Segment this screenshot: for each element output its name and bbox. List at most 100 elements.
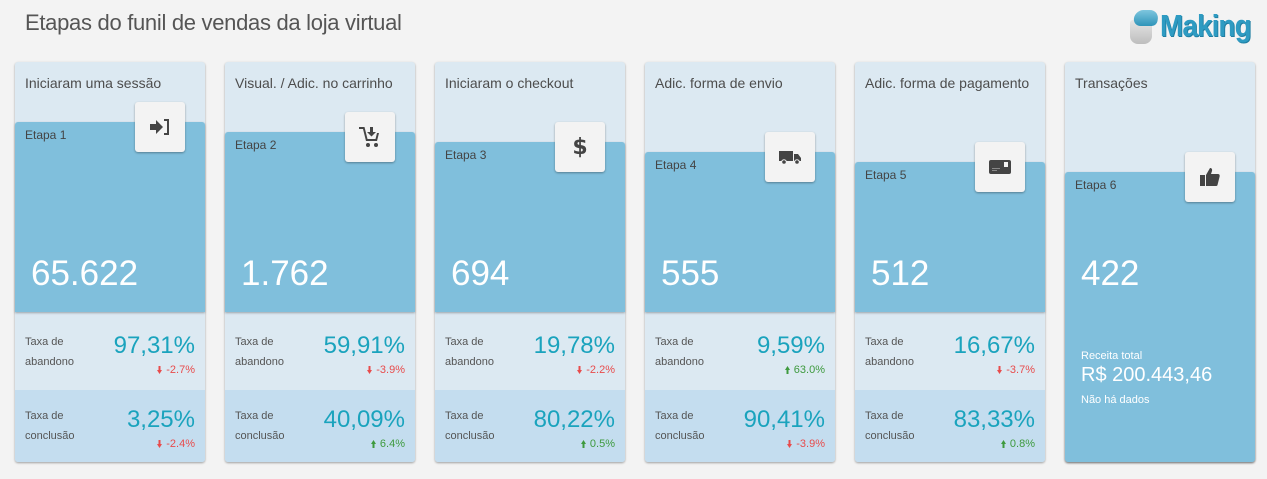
cart-download-icon	[345, 112, 395, 162]
stage-value: 694	[451, 254, 510, 293]
arrow-down-icon	[787, 440, 793, 448]
conclusion-rate-value: 3,25%	[126, 406, 195, 433]
abandon-rate-label: Taxa de abandono	[865, 336, 914, 368]
funnel-card-stage-5: Adic. forma de pagamento Etapa 5 512 Tax…	[855, 62, 1045, 462]
making-logo: Making	[1128, 8, 1261, 44]
abandon-rate-section: Taxa de abandono 19,78% -2.2%	[435, 312, 625, 390]
conclusion-delta-value: -3.9%	[796, 438, 825, 450]
stage-label: Etapa 1	[25, 128, 67, 142]
card-title: Iniciaram uma sessão	[25, 75, 162, 91]
stage-value: 65.622	[31, 254, 139, 293]
page-title: Etapas do funil de vendas da loja virtua…	[25, 10, 402, 35]
card-title: Iniciaram o checkout	[445, 75, 574, 91]
abandon-delta: -2.7%	[157, 364, 195, 376]
conclusion-delta: -3.9%	[787, 438, 825, 450]
conclusion-delta-value: 0.8%	[1009, 438, 1035, 450]
card-title: Visual. / Adic. no carrinho	[235, 75, 393, 91]
abandon-rate-label: Taxa de abandono	[235, 336, 284, 368]
conclusion-rate-label: Taxa de conclusão	[235, 410, 285, 442]
abandon-rate-value: 16,67%	[953, 332, 1035, 359]
abandon-delta-value: -2.7%	[166, 364, 195, 376]
stage-block: Etapa 2 1.762	[225, 132, 415, 312]
funnel-card-stage-3: Iniciaram o checkout Etapa 3 694 $ Taxa …	[435, 62, 625, 462]
abandon-rate-label: Taxa de abandono	[655, 336, 704, 368]
stage-label: Etapa 5	[865, 168, 907, 182]
conclusion-rate-label: Taxa de conclusão	[445, 410, 495, 442]
revenue-label: Receita total	[1081, 350, 1143, 362]
stage-value: 555	[661, 254, 720, 293]
abandon-rate-value: 59,91%	[323, 332, 405, 359]
arrow-down-icon	[157, 366, 163, 374]
abandon-rate-value: 97,31%	[113, 332, 195, 359]
arrow-down-icon	[157, 440, 163, 448]
conclusion-rate-section: Taxa de conclusão 40,09% 6.4%	[225, 390, 415, 462]
conclusion-rate-value: 90,41%	[743, 406, 825, 433]
abandon-delta: -3.7%	[997, 364, 1035, 376]
conclusion-rate-value: 80,22%	[533, 406, 615, 433]
arrow-up-icon	[784, 366, 790, 374]
conclusion-delta: 0.5%	[580, 438, 615, 450]
abandon-rate-label: Taxa de abandono	[445, 336, 494, 368]
stage-label: Etapa 6	[1075, 178, 1117, 192]
logo-icon	[1128, 8, 1160, 44]
conclusion-rate-label: Taxa de conclusão	[25, 410, 75, 442]
funnel-card-stage-1: Iniciaram uma sessão Etapa 1 65.622 Taxa…	[15, 62, 205, 462]
stage-label: Etapa 4	[655, 158, 697, 172]
funnel-card-stage-2: Visual. / Adic. no carrinho Etapa 2 1.76…	[225, 62, 415, 462]
conclusion-rate-label: Taxa de conclusão	[655, 410, 705, 442]
arrow-down-icon	[997, 366, 1003, 374]
conclusion-delta: 6.4%	[370, 438, 405, 450]
abandon-rate-section: Taxa de abandono 97,31% -2.7%	[15, 312, 205, 390]
arrow-up-icon	[580, 440, 586, 448]
stage-value: 512	[871, 254, 930, 293]
funnel-card-transactions: Transações Etapa 6 422 Receita total R$ …	[1065, 62, 1255, 462]
conclusion-rate-section: Taxa de conclusão 90,41% -3.9%	[645, 390, 835, 462]
arrow-up-icon	[370, 440, 376, 448]
arrow-down-icon	[577, 366, 583, 374]
abandon-rate-value: 9,59%	[756, 332, 825, 359]
arrow-down-icon	[367, 366, 373, 374]
conclusion-rate-label: Taxa de conclusão	[865, 410, 915, 442]
revenue-note: Não há dados	[1081, 394, 1150, 406]
abandon-delta-value: -2.2%	[586, 364, 615, 376]
funnel-card-stage-4: Adic. forma de envio Etapa 4 555 Taxa de…	[645, 62, 835, 462]
abandon-delta-value: -3.9%	[376, 364, 405, 376]
conclusion-delta-value: -2.4%	[166, 438, 195, 450]
abandon-delta: 63.0%	[784, 364, 825, 376]
stage-block: Etapa 6 422 Receita total R$ 200.443,46 …	[1065, 172, 1255, 462]
card-title: Transações	[1075, 75, 1148, 91]
conclusion-delta-value: 0.5%	[589, 438, 615, 450]
conclusion-rate-section: Taxa de conclusão 83,33% 0.8%	[855, 390, 1045, 462]
conclusion-delta: -2.4%	[157, 438, 195, 450]
abandon-delta: -2.2%	[577, 364, 615, 376]
card-title: Adic. forma de pagamento	[865, 75, 1030, 91]
abandon-delta-value: 63.0%	[793, 364, 825, 376]
stage-block: Etapa 1 65.622	[15, 122, 205, 312]
conclusion-rate-section: Taxa de conclusão 3,25% -2.4%	[15, 390, 205, 462]
conclusion-rate-section: Taxa de conclusão 80,22% 0.5%	[435, 390, 625, 462]
abandon-rate-value: 19,78%	[533, 332, 615, 359]
stage-label: Etapa 2	[235, 138, 277, 152]
abandon-delta: -3.9%	[367, 364, 405, 376]
arrow-up-icon	[1000, 440, 1006, 448]
dollar-icon: $	[555, 122, 605, 172]
abandon-rate-section: Taxa de abandono 59,91% -3.9%	[225, 312, 415, 390]
conclusion-rate-value: 40,09%	[323, 406, 405, 433]
credit-card-icon	[975, 142, 1025, 192]
sign-in-icon	[135, 102, 185, 152]
svg-text:$: $	[572, 135, 587, 160]
conclusion-rate-value: 83,33%	[953, 406, 1035, 433]
thumbs-up-icon	[1185, 152, 1235, 202]
abandon-rate-section: Taxa de abandono 16,67% -3.7%	[855, 312, 1045, 390]
logo-text: Making	[1160, 8, 1252, 43]
abandon-rate-section: Taxa de abandono 9,59% 63.0%	[645, 312, 835, 390]
card-title: Adic. forma de envio	[655, 75, 783, 91]
abandon-delta-value: -3.7%	[1006, 364, 1035, 376]
truck-icon	[765, 132, 815, 182]
conclusion-delta-value: 6.4%	[379, 438, 405, 450]
stage-value: 1.762	[241, 254, 329, 293]
stage-value: 422	[1081, 254, 1140, 293]
abandon-rate-label: Taxa de abandono	[25, 336, 74, 368]
stage-label: Etapa 3	[445, 148, 487, 162]
revenue-value: R$ 200.443,46	[1081, 364, 1213, 386]
